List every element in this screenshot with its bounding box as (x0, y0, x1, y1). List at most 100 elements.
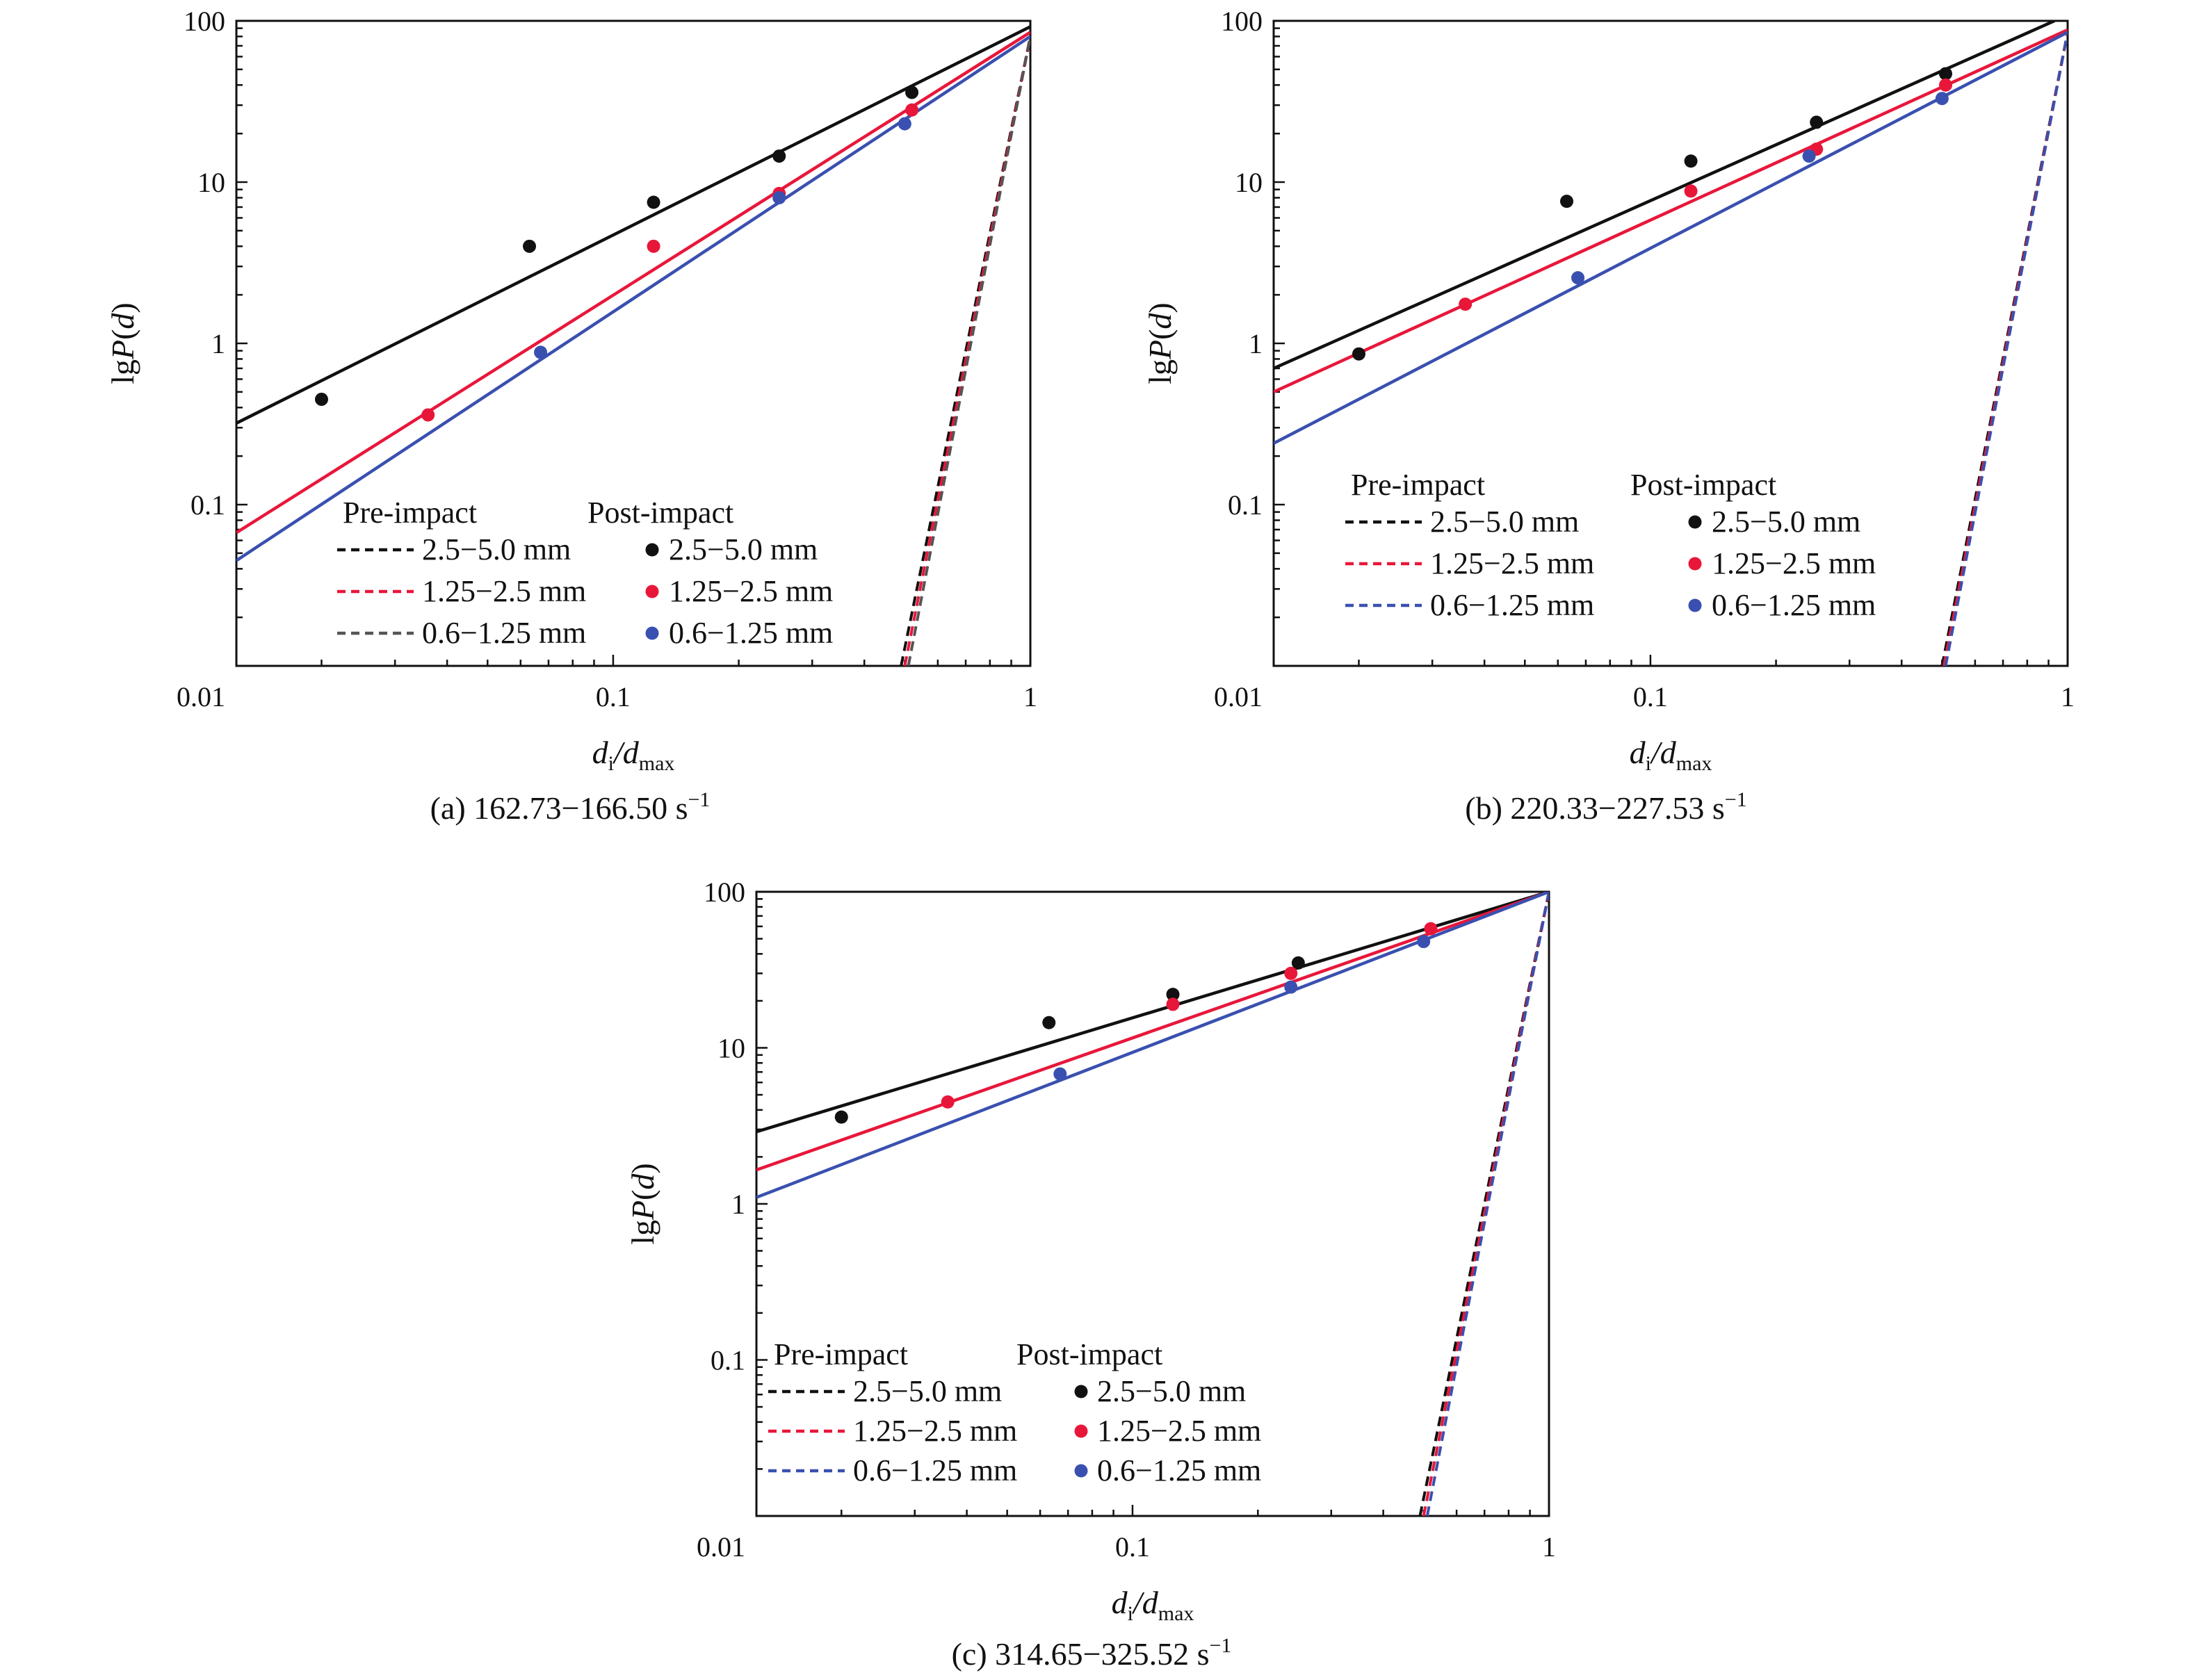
legend-post-marker-1 (645, 543, 659, 557)
legend-post-marker-2 (1688, 557, 1702, 571)
x-tick-label: 0.1 (1633, 681, 1668, 712)
panel-caption: (b) 220.33−227.53 s−1 (1465, 788, 1746, 826)
post-impact-point-1 (523, 239, 537, 253)
legend-pre-header: Pre-impact (343, 496, 477, 530)
post-impact-point-1 (1042, 1016, 1056, 1029)
panel-caption: (a) 162.73−166.50 s−1 (430, 788, 711, 826)
post-impact-fit-line-2 (1274, 28, 2068, 393)
chart-panel-2: 0.1 1 10 100 0.01 0.1 1 di/dmax lgP(d) Pre-impact… (1142, 6, 2075, 826)
post-impact-point-2 (421, 408, 435, 422)
post-impact-fit-line-1 (756, 892, 1549, 1134)
legend-post-marker-2 (1074, 1424, 1088, 1438)
legend-post-header: Post-impact (587, 496, 733, 530)
post-impact-point-1 (1810, 115, 1824, 129)
pre-impact-fit-line-3 (1944, 31, 2068, 666)
pre-impact-fit-line-1 (900, 36, 1030, 666)
legend-post-label-2: 1.25−2.5 mm (669, 574, 833, 608)
y-tick-label: 0.1 (190, 489, 225, 521)
legend-pre-label-2: 1.25−2.5 mm (853, 1414, 1017, 1448)
post-impact-fit-line-2 (236, 31, 1030, 535)
post-impact-point-1 (1166, 988, 1180, 1002)
post-impact-fit-line-2 (756, 892, 1549, 1172)
post-impact-point-3 (1571, 271, 1585, 285)
pre-impact-fit-line-3 (1425, 892, 1549, 1516)
legend-post-label-3: 0.6−1.25 mm (1097, 1453, 1261, 1487)
pre-impact-fit-line-3 (907, 36, 1030, 666)
y-tick-label: 10 (1235, 167, 1263, 198)
post-impact-point-3 (898, 117, 911, 131)
legend-pre-label-1: 2.5−5.0 mm (1430, 505, 1579, 539)
chart-panel-1: 0.1 1 10 100 0.01 0.1 1 di/dmax lgP(d) Pre-impact… (105, 6, 1037, 826)
post-impact-point-2 (1684, 184, 1698, 198)
legend-post-label-3: 0.6−1.25 mm (669, 616, 833, 650)
post-impact-point-3 (534, 345, 548, 359)
x-axis-label: di/dmax (1630, 735, 1712, 775)
y-tick-label: 1 (731, 1189, 745, 1220)
post-impact-point-1 (314, 392, 328, 406)
y-axis-label: lgP(d) (625, 1163, 660, 1245)
x-tick-label: 0.1 (1115, 1531, 1150, 1563)
legend-pre-label-2: 1.25−2.5 mm (1430, 546, 1594, 580)
post-impact-point-2 (905, 103, 919, 117)
legend-post-header: Post-impact (1016, 1337, 1162, 1371)
post-impact-point-2 (941, 1095, 955, 1109)
post-impact-point-2 (1284, 966, 1298, 980)
post-impact-point-3 (1417, 935, 1431, 949)
post-impact-fit-line-3 (756, 892, 1549, 1199)
legend-post-label-2: 1.25−2.5 mm (1097, 1414, 1261, 1448)
x-tick-label: 0.01 (1214, 681, 1263, 712)
post-impact-point-1 (1560, 195, 1574, 209)
post-impact-point-3 (1284, 980, 1298, 994)
legend-pre-label-1: 2.5−5.0 mm (422, 532, 571, 566)
x-tick-label: 0.1 (596, 681, 631, 712)
legend-post-header: Post-impact (1630, 468, 1776, 502)
post-impact-fit-line-1 (1274, 21, 2056, 370)
post-impact-point-2 (1939, 78, 1953, 92)
x-tick-label: 1 (1542, 1531, 1556, 1563)
legend-post-marker-3 (645, 626, 659, 640)
panel-caption: (c) 314.65−325.52 s−1 (952, 1634, 1232, 1672)
post-impact-point-1 (1291, 956, 1305, 970)
x-tick-label: 0.01 (177, 681, 225, 712)
chart-panel-3: 0.1 1 10 100 0.01 0.1 1 di/dmax lgP(d) Pre-impact… (625, 876, 1556, 1672)
post-impact-point-1 (1939, 67, 1953, 81)
post-impact-point-1 (1684, 154, 1698, 168)
legend-post-label-1: 2.5−5.0 mm (669, 532, 818, 566)
x-tick-label: 1 (2061, 681, 2075, 712)
y-tick-label: 10 (197, 167, 225, 198)
post-impact-point-1 (772, 149, 786, 163)
y-tick-label: 1 (211, 328, 225, 359)
legend-post-label-1: 2.5−5.0 mm (1712, 505, 1860, 539)
y-tick-label: 0.1 (711, 1345, 745, 1376)
post-impact-fit-line-3 (236, 35, 1030, 562)
post-impact-point-1 (647, 195, 660, 209)
post-impact-point-2 (1166, 997, 1180, 1011)
y-axis-label: lgP(d) (105, 302, 140, 384)
x-axis-label: di/dmax (592, 735, 675, 775)
legend-pre-header: Pre-impact (774, 1337, 908, 1371)
legend-post-label-3: 0.6−1.25 mm (1712, 588, 1876, 622)
post-impact-fit-line-3 (1274, 31, 2068, 445)
post-impact-point-3 (772, 190, 786, 204)
legend-pre-header: Pre-impact (1351, 468, 1485, 502)
post-impact-point-1 (1352, 347, 1365, 361)
legend-pre-label-3: 0.6−1.25 mm (422, 616, 586, 650)
post-impact-point-3 (1053, 1067, 1067, 1081)
y-tick-label: 1 (1249, 328, 1263, 359)
legend-post-marker-1 (1074, 1385, 1088, 1398)
y-tick-label: 100 (704, 876, 745, 908)
post-impact-point-1 (834, 1110, 848, 1124)
plot-frame (235, 19, 1032, 667)
y-tick-label: 0.1 (1228, 489, 1263, 521)
legend-post-label-1: 2.5−5.0 mm (1097, 1374, 1246, 1408)
post-impact-point-2 (647, 239, 660, 253)
post-impact-point-2 (1459, 297, 1473, 311)
x-tick-label: 1 (1023, 681, 1037, 712)
legend-post-marker-2 (645, 585, 659, 598)
legend-post-label-2: 1.25−2.5 mm (1712, 546, 1876, 580)
legend-post-marker-1 (1688, 515, 1702, 529)
